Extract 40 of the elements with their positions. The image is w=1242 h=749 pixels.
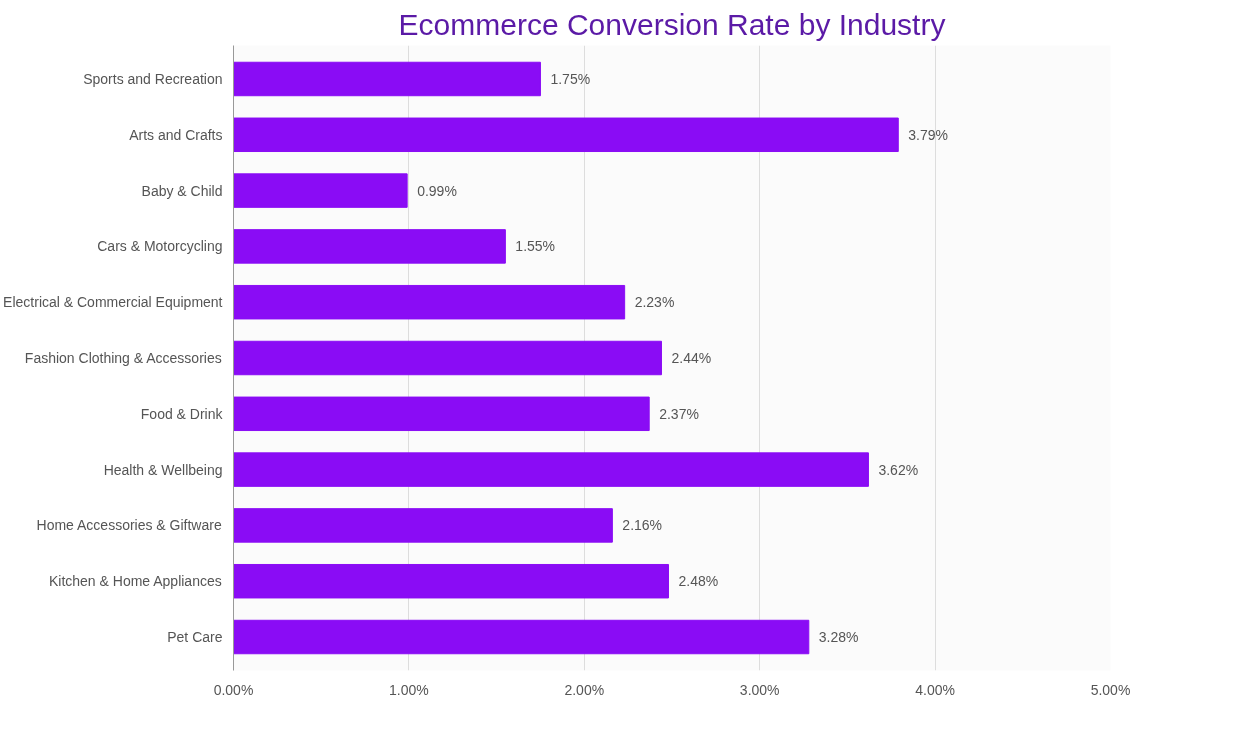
y-tick-label: Home Accessories & Giftware xyxy=(36,517,222,534)
data-label: 2.16% xyxy=(622,517,663,534)
data-label: 1.75% xyxy=(550,70,591,87)
data-label: 2.44% xyxy=(671,350,712,366)
data-label: 2.23% xyxy=(634,294,675,311)
y-tick-label: Fashion Clothing & Accessories xyxy=(24,350,222,366)
y-tick-label: Pet Care xyxy=(167,629,223,646)
y-tick-label: Baby & Child xyxy=(141,182,223,199)
x-tick-label: 4.00% xyxy=(915,681,955,698)
y-tick-label: Arts and Crafts xyxy=(129,126,223,143)
x-tick-label: 1.00% xyxy=(389,681,429,698)
data-label: 1.55% xyxy=(515,238,556,255)
bar xyxy=(233,396,650,432)
x-tick-label: 0.00% xyxy=(213,681,254,698)
bar xyxy=(233,563,669,599)
y-tick-label: Sports and Recreation xyxy=(83,70,223,87)
x-tick-label: 5.00% xyxy=(1090,681,1131,698)
bar xyxy=(233,508,613,543)
y-tick-label: Kitchen & Home Appliances xyxy=(48,573,222,590)
chart-title: Ecommerce Conversion Rate by Industry xyxy=(398,7,946,41)
data-label: 2.37% xyxy=(659,405,699,422)
y-tick-label: Cars & Motorcycling xyxy=(97,238,223,255)
data-label: 3.79% xyxy=(908,126,948,143)
bar xyxy=(233,284,626,320)
data-label: 3.62% xyxy=(878,461,919,478)
bar xyxy=(233,117,899,153)
bar xyxy=(233,173,408,208)
x-tick-label: 3.00% xyxy=(739,681,780,698)
data-label: 3.28% xyxy=(818,629,859,646)
x-tick-label: 2.00% xyxy=(564,681,605,698)
bar xyxy=(233,61,541,97)
bar xyxy=(233,340,662,376)
y-tick-label: Food & Drink xyxy=(140,405,224,422)
y-tick-label: Electrical & Commercial Equipment xyxy=(3,294,223,311)
data-label: 2.48% xyxy=(678,573,719,590)
data-label: 0.99% xyxy=(417,182,457,199)
bar xyxy=(233,229,506,264)
y-tick-label: Health & Wellbeing xyxy=(103,461,223,478)
bar xyxy=(233,452,869,487)
bar xyxy=(233,619,810,655)
